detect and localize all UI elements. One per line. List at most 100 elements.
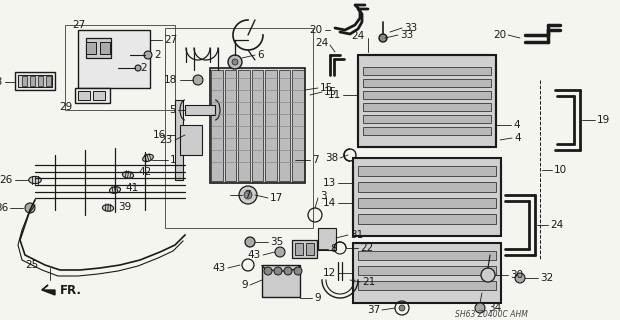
Bar [30, 76, 35, 86]
Text: 38: 38 [325, 153, 338, 163]
Circle shape [481, 268, 495, 282]
Bar [363, 91, 491, 99]
Text: 14: 14 [323, 198, 336, 208]
Text: 10: 10 [554, 165, 567, 175]
Text: 3: 3 [320, 191, 327, 201]
Text: 5: 5 [169, 105, 176, 115]
Bar [180, 125, 202, 155]
Bar [358, 166, 496, 176]
Text: 23: 23 [160, 135, 173, 145]
Bar [363, 115, 491, 123]
Bar [293, 70, 304, 181]
Circle shape [228, 55, 242, 69]
Circle shape [515, 273, 525, 283]
Text: 18: 18 [164, 75, 177, 85]
Bar [292, 240, 317, 258]
Circle shape [264, 267, 272, 275]
Bar [262, 265, 300, 297]
Bar [224, 70, 236, 181]
Text: 35: 35 [270, 237, 283, 247]
Bar [65, 25, 175, 110]
Text: 30: 30 [510, 270, 523, 280]
Text: 21: 21 [362, 277, 375, 287]
Bar [86, 38, 111, 58]
Polygon shape [42, 285, 55, 295]
Ellipse shape [29, 176, 42, 184]
Text: 26: 26 [0, 175, 13, 185]
Circle shape [274, 267, 282, 275]
Text: 16: 16 [153, 130, 166, 140]
Circle shape [379, 34, 387, 42]
Bar [93, 91, 105, 100]
Text: 36: 36 [0, 203, 8, 213]
Ellipse shape [123, 172, 133, 178]
Bar [358, 281, 496, 290]
Text: 33: 33 [404, 23, 417, 33]
Text: 25: 25 [25, 260, 38, 270]
Circle shape [275, 247, 285, 257]
Text: 7: 7 [244, 190, 250, 200]
Text: 8: 8 [330, 244, 337, 254]
Text: 34: 34 [488, 303, 501, 313]
Bar [75, 88, 110, 103]
Text: 19: 19 [597, 115, 610, 125]
Text: 15: 15 [320, 83, 334, 93]
Circle shape [135, 65, 141, 71]
Bar [306, 243, 314, 255]
Bar [353, 243, 501, 303]
Bar [363, 103, 491, 111]
Text: 43: 43 [248, 250, 261, 260]
Bar [86, 42, 96, 54]
Bar [358, 198, 496, 208]
Text: 20: 20 [309, 25, 322, 35]
Text: 43: 43 [213, 263, 226, 273]
Ellipse shape [110, 187, 120, 193]
Circle shape [193, 75, 203, 85]
Bar [295, 243, 303, 255]
Circle shape [399, 305, 405, 311]
Bar [238, 70, 250, 181]
Bar [185, 105, 215, 115]
Bar [358, 55, 496, 147]
Text: 20: 20 [493, 30, 506, 40]
Circle shape [25, 203, 35, 213]
Text: 33: 33 [400, 30, 414, 40]
Bar [363, 127, 491, 135]
Text: 24: 24 [550, 220, 563, 230]
Text: 31: 31 [350, 230, 363, 240]
Text: 24: 24 [352, 31, 365, 41]
Text: 28: 28 [0, 77, 3, 87]
Text: 11: 11 [328, 90, 341, 100]
Text: 1: 1 [170, 155, 177, 165]
Text: 4: 4 [513, 120, 520, 130]
Bar [46, 76, 51, 86]
Text: FR.: FR. [60, 284, 82, 297]
Text: 42: 42 [138, 167, 151, 177]
Bar [353, 158, 501, 236]
Text: 24: 24 [315, 38, 328, 48]
Text: 7: 7 [312, 155, 319, 165]
Circle shape [284, 267, 292, 275]
Bar [165, 28, 313, 228]
Bar [18, 75, 52, 87]
Circle shape [244, 191, 252, 199]
Text: 39: 39 [118, 202, 131, 212]
Bar [252, 70, 264, 181]
Text: 41: 41 [125, 183, 138, 193]
Bar [210, 68, 305, 183]
Bar [363, 79, 491, 87]
Circle shape [475, 303, 485, 313]
Text: 32: 32 [540, 273, 553, 283]
Ellipse shape [102, 205, 113, 211]
Circle shape [294, 267, 302, 275]
Bar [175, 100, 183, 180]
Bar [358, 182, 496, 192]
Text: 27: 27 [164, 35, 177, 45]
Bar [279, 70, 290, 181]
Bar [100, 42, 110, 54]
Bar [358, 251, 496, 260]
Text: 9: 9 [241, 280, 248, 290]
Circle shape [239, 186, 257, 204]
Text: 6: 6 [257, 50, 264, 60]
Bar [358, 214, 496, 224]
